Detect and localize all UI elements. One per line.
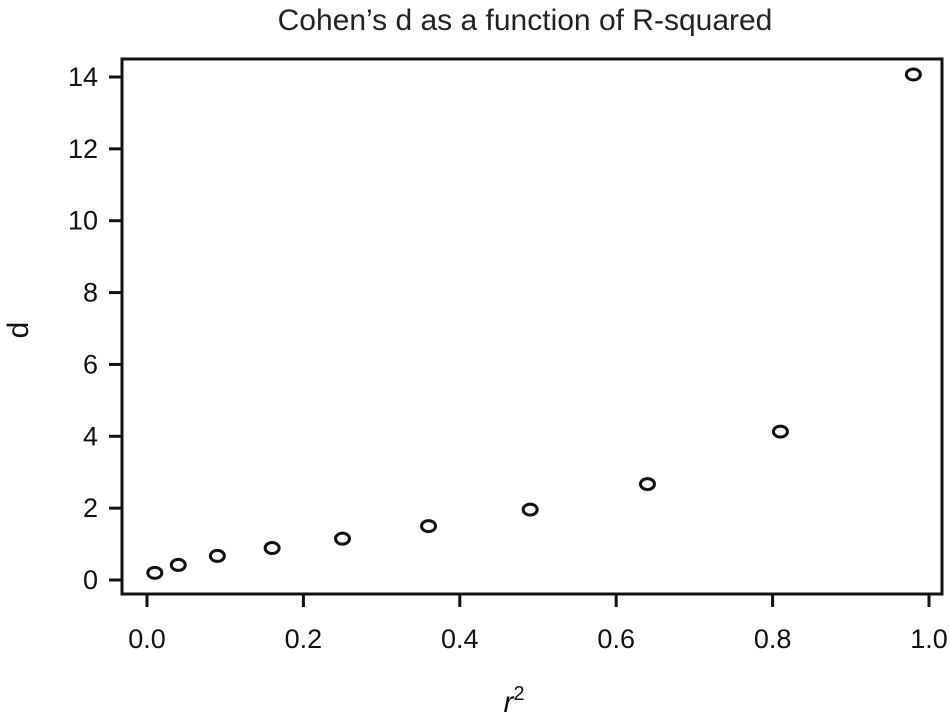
chart-title: Cohen’s d as a function of R-squared [278,4,773,37]
data-point [904,67,922,82]
x-tick-label: 1.0 [910,624,948,654]
x-axis-label-base: r [503,686,514,719]
y-axis-label: d [2,322,35,339]
y-tick-label: 10 [68,206,98,236]
data-point [263,541,281,556]
plot-frame [120,57,944,596]
data-point [208,548,226,563]
x-axis: 0.0 0.2 0.4 0.6 0.8 1.0 [128,594,948,654]
y-tick-label: 0 [83,565,98,595]
x-axis-label-exponent: 2 [513,683,524,705]
y-tick-label: 8 [83,278,98,308]
y-tick-label: 2 [83,493,98,523]
data-point [146,565,164,580]
x-tick-label: 0.4 [441,624,479,654]
y-tick-label: 12 [68,134,98,164]
data-point [169,557,187,572]
data-point [334,531,351,546]
x-tick-label: 0.0 [128,624,166,654]
y-tick-label: 4 [83,421,98,451]
y-tick-label: 6 [83,349,98,379]
x-axis-label: r2 [503,683,524,719]
x-tick-label: 0.6 [597,624,635,654]
y-axis: 0 2 4 6 8 10 12 14 [68,62,122,595]
data-points [146,67,922,580]
data-point [771,424,789,439]
data-point [638,477,656,492]
x-tick-label: 0.8 [754,624,792,654]
x-tick-label: 0.2 [285,624,323,654]
data-point [521,502,539,517]
y-tick-label: 14 [68,62,98,92]
data-point [420,519,438,534]
